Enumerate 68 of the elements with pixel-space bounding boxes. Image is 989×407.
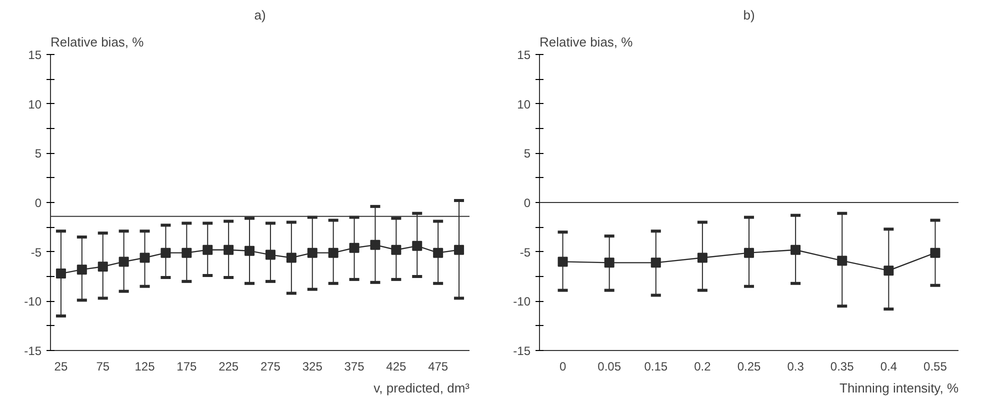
point <box>182 248 192 258</box>
x-tick-label: 325 <box>302 360 323 374</box>
x-tick-label: 0.35 <box>830 360 854 374</box>
y-tick-label: -15 <box>24 344 42 358</box>
x-tick-label: 0 <box>559 360 566 374</box>
point <box>349 242 360 253</box>
x-tick-label: 0.2 <box>694 360 712 374</box>
point <box>454 244 464 255</box>
point <box>433 248 444 258</box>
x-tick-label: 0.3 <box>787 360 804 374</box>
x-tick-label: 475 <box>428 360 448 374</box>
point <box>202 244 213 255</box>
point <box>286 252 296 263</box>
point <box>224 244 234 255</box>
point <box>697 252 708 263</box>
point <box>328 248 338 258</box>
y-tick-label: 15 <box>28 48 42 62</box>
point <box>790 244 801 255</box>
y-axis-title: Relative bias, % <box>540 34 634 50</box>
chart-title: b) <box>743 8 755 22</box>
y-tick-label: -5 <box>30 245 42 260</box>
x-tick-label: 0.15 <box>644 360 668 374</box>
x-tick-label: 425 <box>386 360 407 374</box>
point <box>884 266 894 276</box>
x-tick-label: 125 <box>134 360 156 374</box>
y-tick-label: -10 <box>513 294 531 309</box>
y-tick-label: 5 <box>34 146 42 161</box>
y-tick-label: 0 <box>524 196 531 210</box>
y-tick-label: 0 <box>34 196 42 210</box>
x-tick-label: 375 <box>344 360 365 374</box>
x-axis-title: Thinning intensity, % <box>840 380 959 396</box>
chart-title: a) <box>254 8 266 22</box>
point <box>76 264 87 275</box>
point <box>412 240 422 251</box>
y-tick-label: -5 <box>520 245 531 260</box>
point <box>930 248 940 258</box>
y-tick-label: -15 <box>513 344 531 358</box>
point <box>307 248 318 258</box>
y-tick-label: -10 <box>24 294 42 309</box>
point <box>265 250 276 260</box>
point <box>604 258 614 268</box>
point <box>56 268 66 279</box>
x-axis-title: v, predicted, dm³ <box>374 380 470 396</box>
x-tick-label: 275 <box>260 360 281 374</box>
x-tick-label: 25 <box>54 360 68 374</box>
point <box>118 256 129 267</box>
point <box>160 248 171 258</box>
point <box>744 248 754 258</box>
y-tick-label: 10 <box>28 97 42 112</box>
x-tick-label: 0.25 <box>737 360 762 374</box>
point <box>244 246 255 256</box>
y-tick-label: 10 <box>517 97 531 112</box>
point <box>650 258 661 268</box>
x-tick-label: 175 <box>176 360 198 374</box>
point <box>558 256 568 267</box>
y-axis-title: Relative bias, % <box>50 34 144 50</box>
x-tick-label: 0.05 <box>598 360 622 374</box>
point <box>98 262 108 272</box>
point <box>391 244 402 255</box>
point <box>370 240 380 250</box>
x-tick-label: 0.4 <box>880 360 898 374</box>
y-tick-label: 5 <box>524 146 531 161</box>
y-tick-label: 15 <box>517 48 531 62</box>
point <box>837 256 848 266</box>
x-tick-label: 0.55 <box>924 360 948 374</box>
x-tick-label: 75 <box>96 360 110 374</box>
x-tick-label: 225 <box>218 360 239 374</box>
point <box>140 252 150 263</box>
